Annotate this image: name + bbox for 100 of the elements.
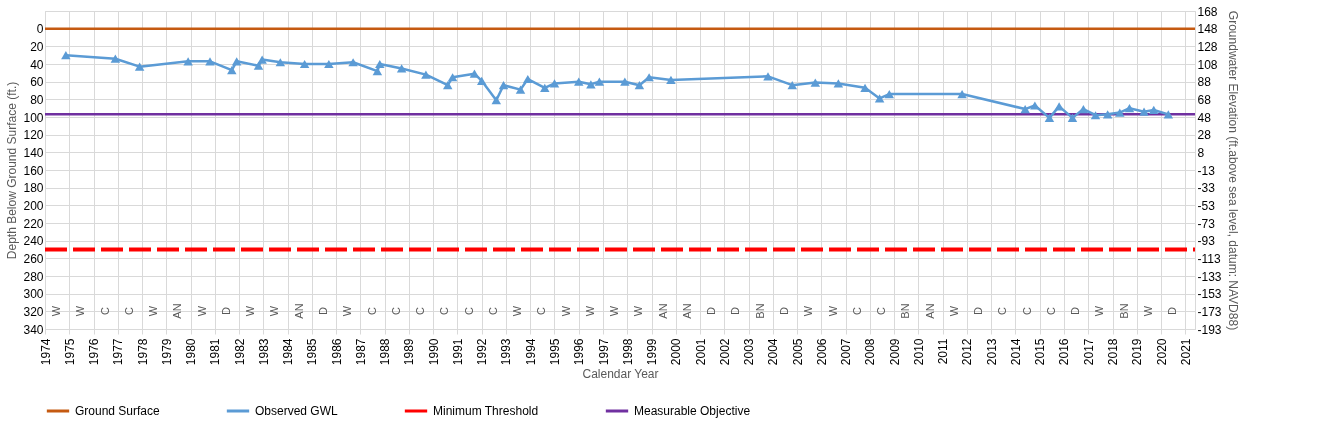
point	[1090, 111, 1101, 120]
y-axis-title: Depth Below Ground Surface (ft.)	[5, 81, 20, 260]
point	[1102, 110, 1113, 119]
point	[498, 81, 509, 90]
annotation: C	[462, 306, 475, 315]
y-tick-label: 200	[23, 198, 44, 213]
y-tick-label: 340	[23, 322, 44, 337]
annotation: AN	[171, 303, 184, 319]
x-tick-label: 1974	[38, 338, 53, 366]
y-tick-label: 260	[23, 251, 44, 266]
x-tick-label: 2018	[1106, 338, 1121, 366]
annotation: W	[511, 305, 524, 317]
y-tick-label: 140	[23, 145, 44, 160]
annotation: C	[535, 306, 548, 315]
x-tick-label: 1987	[353, 338, 368, 366]
annotation: C	[1020, 306, 1033, 315]
x-tick-label: 2007	[839, 338, 854, 366]
x-tick-label: 1992	[475, 338, 490, 366]
annotation: D	[705, 306, 718, 315]
point	[1078, 104, 1089, 114]
point	[421, 70, 431, 79]
y-tick-label: 100	[23, 110, 44, 125]
point	[1044, 113, 1055, 122]
annotation: W	[1141, 305, 1154, 317]
y-tick-label: 60	[30, 75, 44, 90]
y2-tick-label: -13	[1197, 163, 1216, 178]
annotation: D	[1069, 306, 1082, 315]
point	[275, 58, 286, 67]
point	[253, 61, 264, 70]
point	[884, 89, 895, 99]
point	[1067, 113, 1078, 122]
annotation: W	[50, 305, 63, 317]
y2-tick-label: 8	[1197, 145, 1205, 160]
point	[1020, 104, 1030, 114]
point	[574, 77, 584, 86]
annotation: W	[632, 305, 645, 317]
point	[491, 96, 502, 105]
annotation: C	[98, 306, 111, 315]
annotation: W	[195, 305, 208, 317]
point	[396, 64, 407, 73]
x-tick-label: 1981	[208, 338, 223, 366]
x-tick-label: 2000	[669, 338, 684, 366]
x-tick-label: 1983	[256, 338, 271, 366]
x-tick-label: 2014	[1008, 338, 1023, 366]
point	[443, 81, 453, 90]
annotation: C	[389, 306, 402, 315]
x-tick-label: 2011	[936, 338, 951, 365]
point	[874, 94, 885, 103]
annotation: W	[341, 305, 354, 317]
annotation: W	[947, 305, 960, 317]
point	[540, 83, 550, 92]
y2-tick-label: 128	[1197, 39, 1218, 54]
annotation: D	[317, 306, 330, 315]
y2-tick-label: -33	[1197, 181, 1216, 196]
y-tick-label: 80	[30, 92, 44, 107]
point	[515, 85, 526, 94]
point	[957, 89, 967, 99]
y-tick-label: 300	[23, 287, 44, 302]
annotation: AN	[680, 303, 693, 319]
point	[523, 74, 533, 84]
point	[227, 66, 237, 75]
point	[644, 73, 654, 82]
annotation: BN	[899, 303, 912, 319]
y2-tick-label: 28	[1197, 128, 1212, 143]
annotation: C	[414, 306, 427, 315]
annotation: C	[122, 306, 135, 315]
annotation: W	[559, 305, 572, 317]
y2-tick-label: -193	[1197, 322, 1222, 337]
y-tick-label: 220	[23, 216, 44, 231]
y2-tick-label: 168	[1197, 4, 1218, 19]
x-tick-label: 2017	[1081, 338, 1096, 366]
y2-tick-label: 48	[1197, 110, 1212, 125]
x-tick-label: 1997	[596, 338, 611, 366]
point	[110, 54, 121, 63]
annotation: W	[802, 305, 815, 317]
annotation: W	[826, 305, 839, 317]
point	[61, 51, 71, 60]
x-axis-title: Calendar Year	[582, 367, 659, 382]
point	[620, 77, 630, 86]
y2-tick-label: 148	[1197, 22, 1218, 37]
point	[324, 59, 334, 69]
x-tick-label: 1999	[645, 338, 660, 366]
annotation: D	[972, 306, 985, 315]
annotation: W	[583, 305, 596, 317]
point	[134, 62, 145, 71]
x-tick-label: 1989	[402, 338, 417, 366]
x-tick-label: 2012	[960, 338, 975, 366]
x-tick-label: 2020	[1154, 338, 1169, 366]
annotation: D	[219, 306, 232, 315]
y2-tick-label: -173	[1197, 304, 1222, 319]
y-tick-label: 0	[36, 22, 44, 37]
annotation: BN	[753, 303, 766, 319]
x-tick-label: 1985	[305, 338, 320, 366]
x-tick-label: 1977	[111, 338, 126, 366]
x-tick-label: 2013	[984, 338, 999, 366]
x-tick-label: 1986	[329, 338, 344, 366]
y-tick-label: 160	[23, 163, 44, 178]
point	[594, 77, 605, 86]
legend-label: Observed GWL	[255, 404, 339, 418]
y-tick-label: 240	[23, 234, 44, 249]
